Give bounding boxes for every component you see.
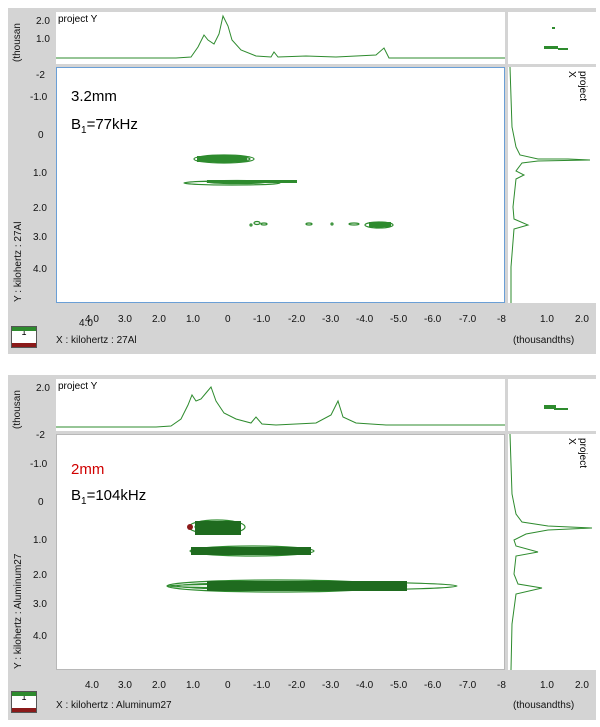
y-tick: 4.0: [33, 631, 47, 642]
x-tick: -5.0: [390, 680, 408, 691]
y-axis-label: Y : kilohertz : Aluminum27: [13, 553, 24, 669]
probe-size-annotation: 2mm: [71, 461, 105, 478]
y-tick: 0: [38, 497, 44, 508]
thousandths-unit-label: (thousandths): [513, 700, 575, 711]
x-tick: 4.0: [85, 680, 99, 691]
color-swatch-button[interactable]: 1: [11, 691, 37, 713]
x-axis-label: X : kilohertz : Aluminum27: [56, 700, 172, 711]
y-tick: 1.0: [33, 535, 47, 546]
x-tick: -7.0: [459, 314, 477, 325]
proj-x-tick: 1.0: [540, 314, 554, 325]
y-tick: 0: [38, 130, 44, 141]
b1-field-annotation: B1=104kHz: [71, 487, 147, 507]
y-tick: 1.0: [33, 168, 47, 179]
contour-peaks: [166, 519, 458, 593]
corner-contour-thumbnail: [544, 27, 568, 50]
projection-y-trace: [56, 14, 505, 59]
y-tick: -2: [36, 430, 45, 441]
spectrum-panel-bottom: project Y 2mm B1=104kHz project X (thous…: [8, 375, 596, 720]
thousands-unit-label: (thousan: [12, 390, 23, 429]
y-tick: 2.0: [33, 570, 47, 581]
y-tick: -2: [36, 70, 45, 81]
x-tick: -2.0: [288, 680, 306, 691]
projection-x-plot[interactable]: project X: [508, 434, 596, 670]
x-tick: -8: [497, 314, 506, 325]
x-tick: -1.0: [253, 680, 271, 691]
x-tick: 3.0: [118, 314, 132, 325]
proj-y-tick: 2.0: [36, 16, 50, 27]
y-tick: 2.0: [33, 203, 47, 214]
color-swatch-button[interactable]: 1: [11, 326, 37, 348]
x-tick: -6.0: [424, 314, 442, 325]
x-tick: 2.0: [152, 680, 166, 691]
y-tick: 3.0: [33, 232, 47, 243]
x-tick: -3.0: [322, 680, 340, 691]
x-tick: -3.0: [322, 314, 340, 325]
projection-x-label: project X: [566, 438, 588, 469]
x-tick: -5.0: [390, 314, 408, 325]
b1-field-annotation: B1=77kHz: [71, 116, 138, 136]
y-tick: 4.0: [33, 264, 47, 275]
y-tick: 3.0: [33, 599, 47, 610]
x-tick: 0: [225, 314, 231, 325]
projection-corner-plot: [508, 379, 596, 431]
x-tick: 4.0: [85, 314, 99, 325]
y-tick: -1.0: [30, 459, 48, 470]
projection-y-plot[interactable]: project Y: [56, 379, 505, 431]
projection-y-label: project Y: [58, 381, 98, 392]
marker-peak: [187, 524, 193, 530]
proj-x-tick: 1.0: [540, 680, 554, 691]
x-tick: -2.0: [288, 314, 306, 325]
x-tick: 0: [225, 680, 231, 691]
x-tick: 2.0: [152, 314, 166, 325]
probe-size-annotation: 3.2mm: [71, 88, 117, 105]
proj-x-tick: 2.0: [575, 314, 589, 325]
proj-x-tick: 2.0: [575, 680, 589, 691]
contour-plot-main[interactable]: 2mm B1=104kHz: [56, 434, 505, 670]
x-tick: -4.0: [356, 314, 374, 325]
y-axis-label: Y : kilohertz : 27Al: [13, 221, 24, 302]
proj-y-tick: 1.0: [36, 34, 50, 45]
projection-y-trace: [56, 386, 505, 428]
contour-peaks: [183, 154, 394, 229]
projection-y-label: project Y: [58, 14, 98, 25]
x-tick: 4.0: [79, 318, 93, 329]
projection-x-trace: [509, 434, 593, 670]
x-tick: 3.0: [118, 680, 132, 691]
x-tick: 1.0: [186, 314, 200, 325]
projection-y-plot[interactable]: project Y: [56, 12, 505, 64]
corner-contour-thumbnail: [544, 405, 568, 410]
x-tick: -1.0: [253, 314, 271, 325]
y-tick: -1.0: [30, 92, 48, 103]
x-tick: -6.0: [424, 680, 442, 691]
contour-plot-main[interactable]: 3.2mm B1=77kHz 4.0: [56, 67, 505, 329]
x-axis-label: X : kilohertz : 27Al: [56, 335, 137, 346]
projection-corner-plot: [508, 12, 596, 64]
thousands-unit-label: (thousan: [12, 23, 23, 62]
x-tick: -8: [497, 680, 506, 691]
projection-x-trace: [509, 67, 591, 303]
x-tick: -7.0: [459, 680, 477, 691]
x-tick: -4.0: [356, 680, 374, 691]
projection-x-label: project X: [566, 71, 588, 102]
x-tick: 1.0: [186, 680, 200, 691]
thousandths-unit-label: (thousandths): [513, 335, 575, 346]
proj-y-tick: 2.0: [36, 383, 50, 394]
projection-x-plot[interactable]: project X: [508, 67, 596, 303]
spectrum-panel-top: project Y 3.2mm B1=77kHz 4.0: [8, 8, 596, 354]
